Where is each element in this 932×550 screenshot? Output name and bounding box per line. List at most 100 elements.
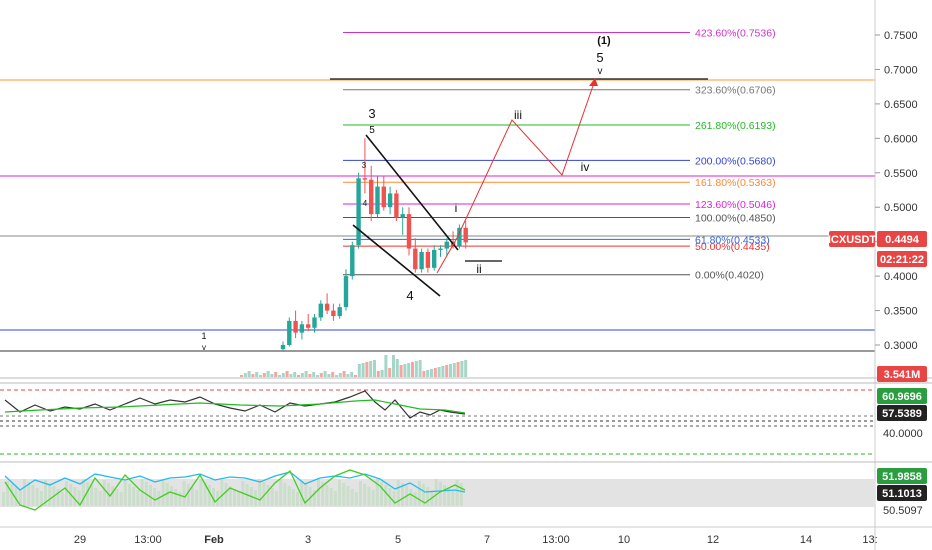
last-price: 0.4494: [885, 234, 920, 246]
volume-bar: [414, 361, 418, 377]
stoch-hist-bar: [191, 487, 194, 506]
wave-label: iv: [581, 160, 590, 174]
stoch-hist-bar: [396, 480, 400, 506]
stoch-hist-bar: [115, 489, 119, 506]
wave-label: 3: [362, 161, 367, 170]
volume-bar: [338, 373, 342, 377]
fib-level-label: 261.80%(0.6193): [695, 120, 776, 132]
stoch-hist-bar: [363, 484, 367, 506]
fib-level-label: 0.00%(0.4020): [695, 270, 764, 282]
stoch-hist-bar: [266, 485, 270, 506]
candle-body: [299, 324, 305, 333]
stoch-hist-bar: [77, 490, 81, 506]
wave-label: 4: [406, 288, 413, 303]
stoch-hist-bar: [325, 485, 329, 506]
stoch-hist-bar: [31, 485, 35, 506]
stoch-hist-bar: [359, 481, 362, 506]
fib-level-label: 100.00%(0.4850): [695, 213, 776, 225]
stoch-hist-bar: [27, 482, 31, 506]
rsi-value-upper: 60.9696: [882, 391, 922, 403]
candle-body: [438, 248, 443, 250]
stoch-hist-bar: [81, 479, 85, 506]
stoch-k-line: [4, 471, 466, 493]
stoch-value-lower: 50.5097: [883, 505, 923, 517]
stoch-histogram: [2, 479, 463, 506]
volume-bar: [433, 368, 437, 377]
candle-body: [387, 193, 393, 208]
stoch-hist-bar: [178, 492, 182, 506]
candle-body: [425, 252, 431, 268]
stoch-hist-bar: [165, 483, 169, 506]
falling-wedge-layer: [352, 134, 459, 297]
stoch-d-line: [4, 469, 466, 511]
stoch-hist-bar: [367, 487, 371, 506]
price-tick-label: 0.7500: [884, 30, 918, 42]
volume-bar: [289, 374, 293, 377]
time-tick-label: 13:: [862, 534, 877, 546]
stoch-hist-bar: [346, 486, 350, 506]
volume-bar: [262, 373, 266, 377]
volume-bar: [373, 360, 376, 377]
stoch-hist-bar: [258, 479, 262, 506]
stoch-hist-bar: [23, 479, 26, 506]
time-tick-label: 10: [618, 534, 630, 546]
stoch-hist-bar: [417, 481, 421, 506]
time-tick-label: Feb: [204, 534, 224, 546]
fib-level-label: 50.00%(0.4435): [695, 241, 770, 253]
stoch-hist-bar: [308, 487, 312, 506]
stoch-hist-bar: [317, 479, 320, 506]
stoch-hist-bar: [140, 479, 144, 506]
stoch-hist-bar: [186, 484, 190, 506]
candle-body: [312, 317, 317, 328]
stoch-hist-bar: [459, 483, 463, 506]
volume-bar: [399, 365, 403, 377]
stoch-hist-bar: [338, 480, 341, 506]
wave-label: v: [202, 343, 206, 352]
volume-bar: [251, 374, 255, 377]
stoch-hist-bar: [300, 481, 304, 506]
stoch-hist-bar: [438, 482, 442, 506]
fib-level-label: 200.00%(0.5680): [695, 155, 776, 167]
volume-bar: [384, 355, 388, 377]
fib-level-label: 123.60%(0.5046): [695, 199, 776, 211]
stoch-hist-bar: [380, 482, 383, 506]
stoch-hist-bar: [90, 485, 94, 506]
stoch-hist-bar: [275, 491, 278, 506]
stoch-hist-bar: [216, 491, 220, 506]
stoch-hist-bar: [203, 482, 207, 506]
candle-body: [362, 178, 368, 180]
candle-body: [306, 324, 311, 328]
candle-body: [331, 310, 336, 317]
symbol-badge[interactable]: ICXUSDT: [828, 231, 877, 247]
stoch-hist-bar: [212, 488, 215, 506]
stoch-hist-bar: [65, 481, 68, 506]
wave-label: i: [455, 201, 458, 215]
time-tick-label: 5: [395, 534, 401, 546]
stoch-hist-bar: [371, 490, 375, 506]
stoch-hist-bar: [18, 490, 22, 506]
time-tick-label: 13:00: [134, 534, 162, 546]
wave-label: ii: [476, 262, 481, 276]
projection-arrowhead: [589, 78, 598, 86]
time-axis: 29 13:00 Feb 3 5 7 13:00 10 12 14 13:: [74, 534, 878, 546]
candle-body: [394, 193, 399, 218]
candle-body: [419, 252, 424, 270]
price-tick-label: 0.6000: [884, 133, 918, 145]
stoch-hist-bar: [287, 486, 291, 506]
stoch-badge-mid: 51.1013: [877, 485, 927, 501]
candle-body: [356, 178, 361, 246]
volume-bar: [437, 367, 441, 377]
stoch-hist-bar: [270, 488, 274, 506]
candle-body: [457, 227, 462, 247]
stoch-hist-bar: [6, 481, 10, 506]
wave-label: v: [598, 66, 603, 77]
candle-body: [287, 320, 292, 345]
volume-bar: [274, 372, 278, 377]
fib-level-label: 61.80%(0.4533): [695, 234, 770, 246]
stoch-hist-bar: [342, 483, 346, 506]
rsi-line: [4, 390, 466, 419]
rsi-signal-line: [4, 399, 466, 414]
volume-bar: [460, 361, 464, 377]
last-price-badge: 0.4494: [877, 231, 927, 247]
